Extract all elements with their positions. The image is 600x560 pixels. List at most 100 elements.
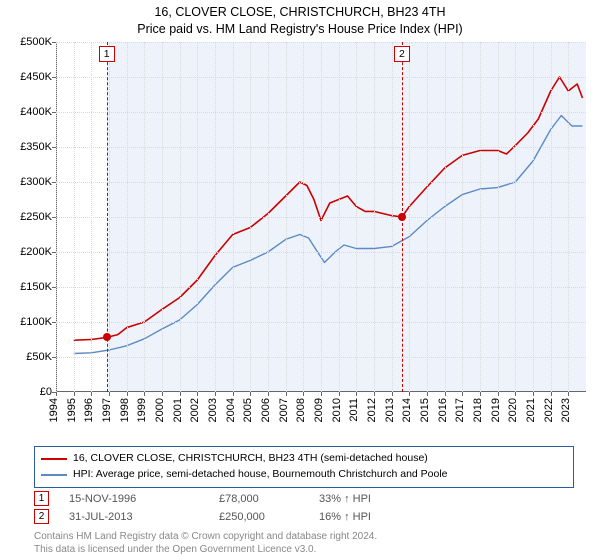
legend-label: 16, CLOVER CLOSE, CHRISTCHURCH, BH23 4TH…: [73, 451, 428, 467]
series-line-price_paid: [74, 77, 583, 340]
x-tick-label: 2021: [525, 398, 537, 422]
x-tick-mark: [162, 392, 163, 396]
sales-table: 115-NOV-1996£78,00033% ↑ HPI231-JUL-2013…: [34, 488, 574, 527]
x-tick-mark: [215, 392, 216, 396]
x-tick-mark: [427, 392, 428, 396]
gridline-vertical: [197, 42, 198, 392]
sale-date: 15-NOV-1996: [69, 493, 219, 505]
sale-price: £78,000: [219, 493, 319, 505]
sale-marker-dot: [398, 213, 406, 221]
x-tick-label: 2000: [154, 398, 166, 422]
x-tick-mark: [392, 392, 393, 396]
x-tick-mark: [409, 392, 410, 396]
y-tick-label: £500K: [20, 36, 52, 48]
x-tick-mark: [339, 392, 340, 396]
x-tick-label: 2006: [260, 398, 272, 422]
x-tick-mark: [515, 392, 516, 396]
gridline-vertical: [162, 42, 163, 392]
x-tick-mark: [127, 392, 128, 396]
x-tick-label: 2014: [401, 398, 413, 422]
x-tick-mark: [303, 392, 304, 396]
x-tick-mark: [533, 392, 534, 396]
sale-marker-dot: [103, 333, 111, 341]
x-tick-label: 2005: [242, 398, 254, 422]
legend-swatch: [41, 458, 67, 460]
x-tick-label: 2018: [472, 398, 484, 422]
x-tick-label: 2022: [542, 398, 554, 422]
chart-area: £0£50K£100K£150K£200K£250K£300K£350K£400…: [8, 42, 592, 440]
sale-row-badge: 2: [34, 509, 49, 524]
y-tick-label: £200K: [20, 246, 52, 258]
sale-price: £250,000: [219, 511, 319, 523]
x-axis: 1994199519961997199819992000200120022003…: [56, 392, 586, 440]
x-tick-mark: [480, 392, 481, 396]
gridline-vertical: [268, 42, 269, 392]
legend-label: HPI: Average price, semi-detached house,…: [73, 467, 448, 483]
x-tick-label: 2017: [454, 398, 466, 422]
x-tick-label: 2007: [277, 398, 289, 422]
x-tick-mark: [268, 392, 269, 396]
gridline-vertical: [498, 42, 499, 392]
x-tick-label: 2013: [383, 398, 395, 422]
gridline-vertical: [286, 42, 287, 392]
chart-container: 16, CLOVER CLOSE, CHRISTCHURCH, BH23 4TH…: [0, 0, 600, 560]
y-tick-label: £250K: [20, 211, 52, 223]
x-tick-mark: [356, 392, 357, 396]
x-tick-mark: [374, 392, 375, 396]
x-tick-label: 1997: [101, 398, 113, 422]
x-tick-label: 2016: [436, 398, 448, 422]
legend-box: 16, CLOVER CLOSE, CHRISTCHURCH, BH23 4TH…: [34, 446, 574, 488]
x-tick-label: 1994: [48, 398, 60, 422]
x-tick-mark: [74, 392, 75, 396]
gridline-vertical: [339, 42, 340, 392]
chart-subtitle: Price paid vs. HM Land Registry's House …: [0, 21, 600, 38]
chart-title-address: 16, CLOVER CLOSE, CHRISTCHURCH, BH23 4TH: [0, 4, 600, 21]
gridline-vertical: [409, 42, 410, 392]
gridline-vertical: [427, 42, 428, 392]
x-tick-mark: [250, 392, 251, 396]
footer-attribution: Contains HM Land Registry data © Crown c…: [34, 530, 377, 556]
sale-row: 115-NOV-1996£78,00033% ↑ HPI: [34, 491, 574, 506]
x-tick-mark: [445, 392, 446, 396]
x-tick-mark: [144, 392, 145, 396]
gridline-vertical: [233, 42, 234, 392]
y-tick-label: £400K: [20, 106, 52, 118]
gridline-vertical: [551, 42, 552, 392]
x-tick-label: 1995: [65, 398, 77, 422]
gridline-vertical: [392, 42, 393, 392]
legend-swatch: [41, 474, 67, 476]
x-tick-mark: [109, 392, 110, 396]
x-tick-mark: [56, 392, 57, 396]
x-tick-mark: [286, 392, 287, 396]
y-axis: £0£50K£100K£150K£200K£250K£300K£350K£400…: [8, 42, 56, 392]
gridline-vertical: [445, 42, 446, 392]
gridline-vertical: [374, 42, 375, 392]
gridline-vertical: [568, 42, 569, 392]
legend-item: 16, CLOVER CLOSE, CHRISTCHURCH, BH23 4TH…: [41, 451, 567, 467]
x-tick-mark: [462, 392, 463, 396]
gridline-vertical: [215, 42, 216, 392]
y-tick-label: £300K: [20, 176, 52, 188]
x-tick-label: 2009: [313, 398, 325, 422]
x-tick-label: 2002: [189, 398, 201, 422]
gridline-vertical: [56, 42, 57, 392]
x-tick-label: 2010: [330, 398, 342, 422]
gridline-vertical: [91, 42, 92, 392]
sale-hpi-relation: 16% ↑ HPI: [319, 511, 371, 523]
gridline-vertical: [303, 42, 304, 392]
title-block: 16, CLOVER CLOSE, CHRISTCHURCH, BH23 4TH…: [0, 0, 600, 38]
y-tick-label: £350K: [20, 141, 52, 153]
y-tick-label: £100K: [20, 316, 52, 328]
x-tick-label: 2004: [224, 398, 236, 422]
footer-line1: Contains HM Land Registry data © Crown c…: [34, 530, 377, 543]
x-tick-label: 2003: [207, 398, 219, 422]
x-tick-label: 2019: [489, 398, 501, 422]
sale-row-badge: 1: [34, 491, 49, 506]
gridline-vertical: [356, 42, 357, 392]
x-tick-mark: [91, 392, 92, 396]
x-tick-label: 1996: [83, 398, 95, 422]
footer-line2: This data is licensed under the Open Gov…: [34, 543, 377, 556]
gridline-vertical: [250, 42, 251, 392]
legend-item: HPI: Average price, semi-detached house,…: [41, 467, 567, 483]
x-tick-label: 1998: [118, 398, 130, 422]
